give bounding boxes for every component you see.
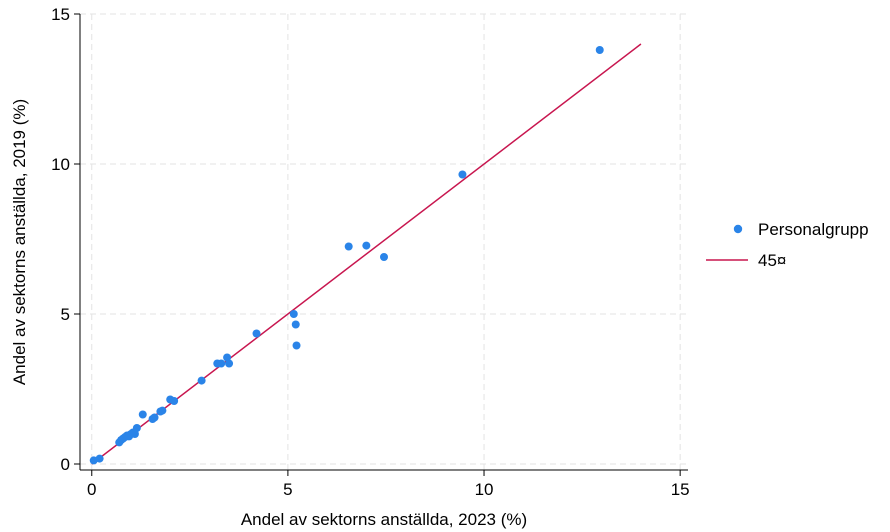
x-axis-title: Andel av sektorns anställda, 2023 (%) [241, 510, 527, 529]
data-point [292, 341, 301, 350]
x-tick-label-3: 15 [671, 480, 690, 499]
data-point [362, 241, 371, 250]
data-point [158, 406, 167, 415]
x-tick-label-0: 0 [87, 480, 96, 499]
y-tick-label-1: 5 [61, 305, 70, 324]
y-tick-label-2: 10 [51, 155, 70, 174]
reference-line-45 [91, 43, 642, 465]
plot-content [89, 43, 642, 465]
data-point [150, 413, 159, 422]
legend: Personalgrupp 45¤ [706, 220, 869, 270]
axes [79, 14, 688, 471]
data-point [217, 359, 226, 368]
x-tick-label-2: 10 [475, 480, 494, 499]
y-axis-title: Andel av sektorns anställda, 2019 (%) [10, 99, 29, 385]
data-point [380, 253, 388, 261]
data-point [197, 376, 206, 385]
data-point [458, 170, 467, 179]
data-point [138, 410, 147, 419]
data-point [595, 46, 604, 54]
data-point [170, 397, 179, 405]
data-point [344, 242, 353, 251]
tick-labels: 0 5 10 15 0 5 10 15 [51, 5, 690, 499]
data-point [130, 430, 139, 438]
grid-lines [80, 13, 688, 470]
tick-marks [74, 13, 681, 476]
y-tick-label-0: 0 [61, 455, 70, 474]
data-point [95, 454, 104, 463]
legend-label-45-line: 45¤ [758, 251, 786, 270]
data-point [225, 359, 234, 368]
legend-marker-personalgrupp [733, 224, 743, 234]
data-point [289, 310, 298, 318]
data-point [252, 329, 261, 338]
legend-label-personalgrupp: Personalgrupp [758, 220, 869, 239]
x-tick-label-1: 5 [283, 480, 292, 499]
data-point [132, 424, 141, 432]
y-tick-label-3: 15 [51, 5, 70, 24]
data-point [291, 320, 300, 329]
data-point [223, 353, 232, 362]
